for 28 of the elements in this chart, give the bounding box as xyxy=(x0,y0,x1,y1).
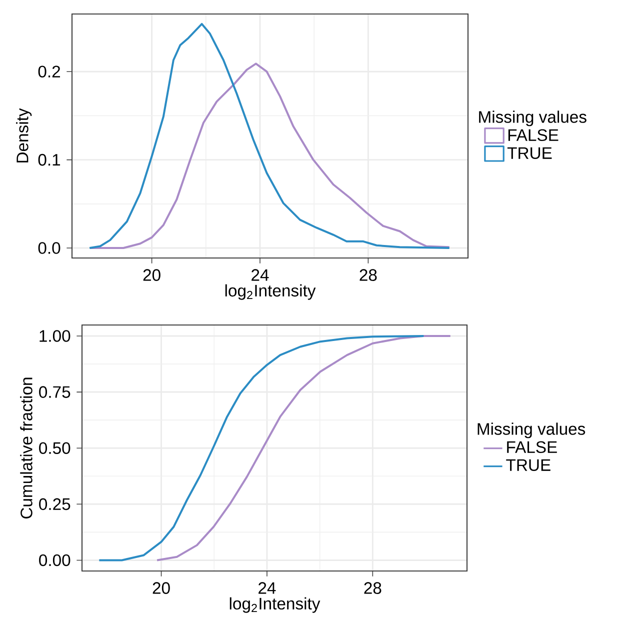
y-tick-label: 1.00 xyxy=(40,330,70,342)
legend-label: FALSE xyxy=(508,129,558,142)
legend-label: TRUE xyxy=(507,147,552,159)
x-tick-label: 28 xyxy=(360,269,377,281)
line-series xyxy=(98,334,425,562)
y-tick-label: 0.0 xyxy=(38,242,60,254)
x-tick-label: 24 xyxy=(252,269,269,281)
legend-title: Missing values xyxy=(478,422,586,438)
y-tick-label: 0.2 xyxy=(38,66,60,78)
legend-label: TRUE xyxy=(506,459,550,471)
y-tick-label: 0.25 xyxy=(39,498,70,510)
line-series xyxy=(89,62,450,250)
x-axis-title: log$_{2}$Intensity xyxy=(230,597,320,613)
x-tick-label: 20 xyxy=(143,269,160,281)
x-tick-label: 24 xyxy=(258,582,276,594)
y-axis-title: Density xyxy=(16,108,32,162)
line-series xyxy=(88,22,450,250)
y-axis-title: Cumulative fraction xyxy=(20,378,32,518)
legend-title: Missing values xyxy=(479,110,586,126)
y-tick-label: 0.00 xyxy=(39,554,70,566)
legend-label: FALSE xyxy=(507,441,557,454)
y-tick-label: 0.75 xyxy=(39,386,70,398)
x-tick-label: 20 xyxy=(152,582,170,594)
line-series xyxy=(156,334,452,562)
x-axis-title: log$_{2}$Intensity xyxy=(225,284,316,300)
x-tick-label: 28 xyxy=(364,582,382,594)
y-tick-label: 0.50 xyxy=(39,442,70,454)
y-tick-label: 0.1 xyxy=(38,154,60,166)
